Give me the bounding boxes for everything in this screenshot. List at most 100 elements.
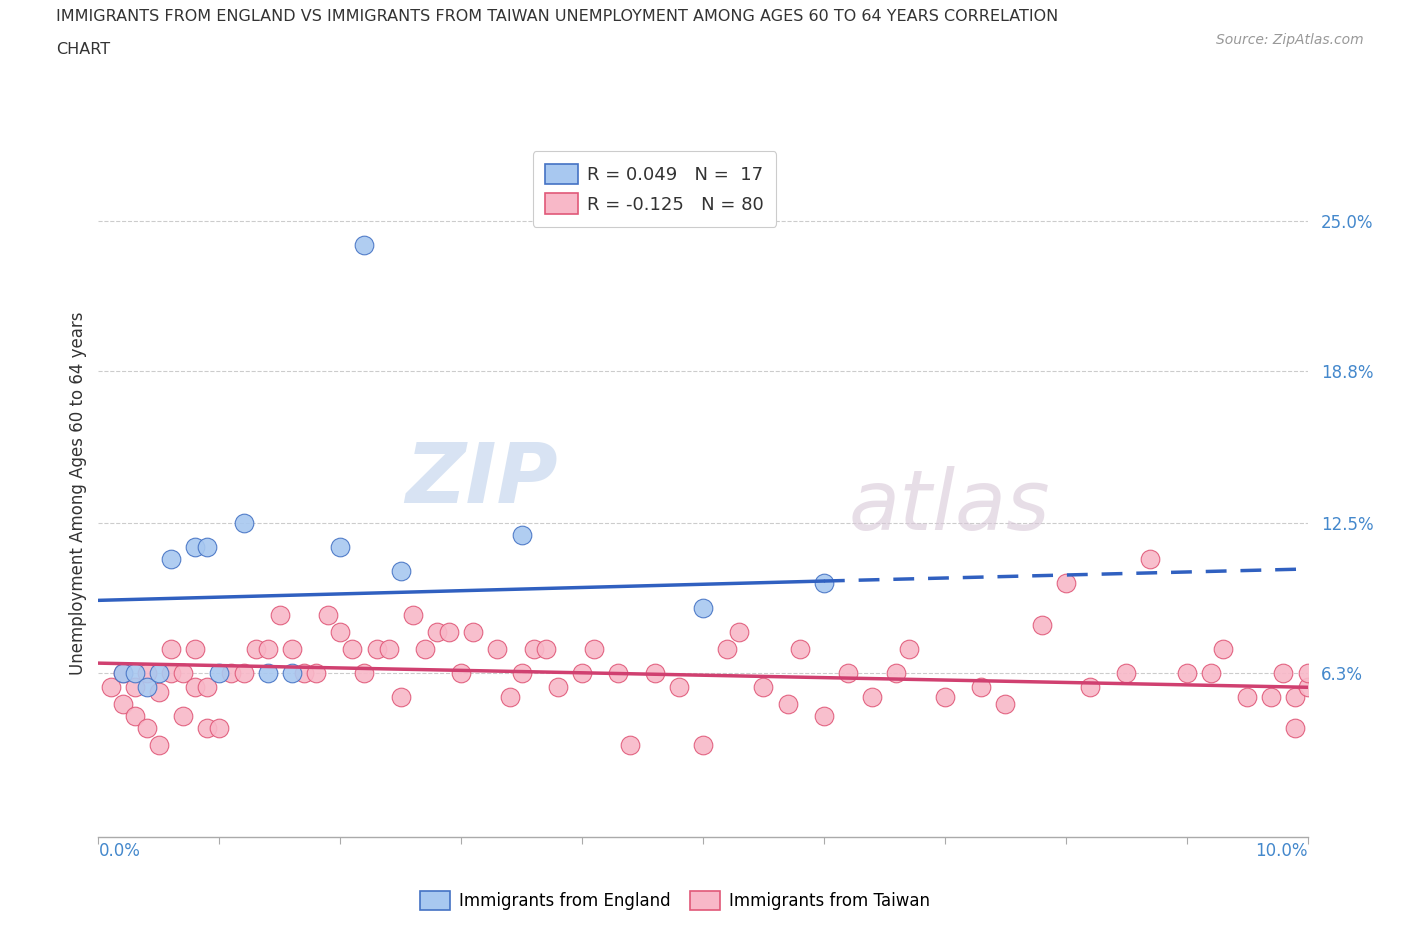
Point <box>195 680 218 695</box>
Point <box>1115 665 1137 680</box>
Y-axis label: Unemployment Among Ages 60 to 64 years: Unemployment Among Ages 60 to 64 years <box>69 312 87 674</box>
Point <box>1284 689 1306 704</box>
Point <box>281 641 304 656</box>
Point <box>111 665 134 680</box>
Point <box>195 721 218 736</box>
Point <box>172 665 194 680</box>
Point <box>1139 551 1161 566</box>
Point <box>245 641 267 656</box>
Text: ZIP: ZIP <box>405 439 558 520</box>
Point <box>389 689 412 704</box>
Point <box>510 665 533 680</box>
Point <box>208 665 231 680</box>
Point <box>970 680 993 695</box>
Point <box>571 665 593 680</box>
Point <box>837 665 859 680</box>
Point <box>437 624 460 639</box>
Point <box>1272 665 1295 680</box>
Point <box>135 665 157 680</box>
Point <box>160 641 183 656</box>
Point <box>426 624 449 639</box>
Point <box>256 641 278 656</box>
Point <box>886 665 908 680</box>
Point <box>1078 680 1101 695</box>
Point <box>692 600 714 615</box>
Point <box>1260 689 1282 704</box>
Point <box>897 641 920 656</box>
Point <box>353 238 375 253</box>
Point <box>789 641 811 656</box>
Point <box>523 641 546 656</box>
Point <box>1031 618 1053 632</box>
Point <box>413 641 436 656</box>
Point <box>1175 665 1198 680</box>
Point <box>486 641 509 656</box>
Point <box>547 680 569 695</box>
Point <box>124 709 146 724</box>
Point <box>184 539 207 554</box>
Point <box>135 721 157 736</box>
Point <box>619 737 641 752</box>
Point <box>329 539 352 554</box>
Point <box>776 697 799 711</box>
Point <box>607 665 630 680</box>
Point <box>342 641 364 656</box>
Point <box>221 665 243 680</box>
Legend: Immigrants from England, Immigrants from Taiwan: Immigrants from England, Immigrants from… <box>413 884 936 917</box>
Point <box>934 689 956 704</box>
Point <box>184 680 207 695</box>
Point <box>195 539 218 554</box>
Point <box>172 709 194 724</box>
Point <box>316 607 339 622</box>
Point <box>860 689 883 704</box>
Point <box>1054 576 1077 591</box>
Point <box>510 527 533 542</box>
Point <box>813 576 835 591</box>
Point <box>813 709 835 724</box>
Point <box>583 641 606 656</box>
Point <box>692 737 714 752</box>
Text: atlas: atlas <box>848 466 1050 547</box>
Legend: R = 0.049   N =  17, R = -0.125   N = 80: R = 0.049 N = 17, R = -0.125 N = 80 <box>533 151 776 227</box>
Text: 10.0%: 10.0% <box>1256 842 1308 859</box>
Point <box>377 641 399 656</box>
Point <box>994 697 1017 711</box>
Point <box>1284 721 1306 736</box>
Point <box>353 665 375 680</box>
Point <box>292 665 315 680</box>
Point <box>160 551 183 566</box>
Text: Source: ZipAtlas.com: Source: ZipAtlas.com <box>1216 33 1364 46</box>
Point <box>281 665 304 680</box>
Point <box>148 665 170 680</box>
Point <box>752 680 775 695</box>
Point <box>111 665 134 680</box>
Point <box>100 680 122 695</box>
Point <box>716 641 738 656</box>
Point <box>1296 665 1319 680</box>
Point <box>124 665 146 680</box>
Text: 0.0%: 0.0% <box>98 842 141 859</box>
Point <box>1236 689 1258 704</box>
Point <box>329 624 352 639</box>
Point <box>148 737 170 752</box>
Point <box>463 624 485 639</box>
Point <box>232 665 254 680</box>
Point <box>534 641 557 656</box>
Point <box>232 515 254 530</box>
Text: CHART: CHART <box>56 42 110 57</box>
Point <box>256 665 278 680</box>
Point <box>111 697 134 711</box>
Point <box>450 665 472 680</box>
Point <box>389 564 412 578</box>
Point <box>124 680 146 695</box>
Point <box>498 689 520 704</box>
Point <box>644 665 666 680</box>
Point <box>269 607 291 622</box>
Point <box>1296 680 1319 695</box>
Text: IMMIGRANTS FROM ENGLAND VS IMMIGRANTS FROM TAIWAN UNEMPLOYMENT AMONG AGES 60 TO : IMMIGRANTS FROM ENGLAND VS IMMIGRANTS FR… <box>56 9 1059 24</box>
Point <box>160 665 183 680</box>
Point <box>305 665 328 680</box>
Point <box>668 680 690 695</box>
Point <box>184 641 207 656</box>
Point <box>148 684 170 699</box>
